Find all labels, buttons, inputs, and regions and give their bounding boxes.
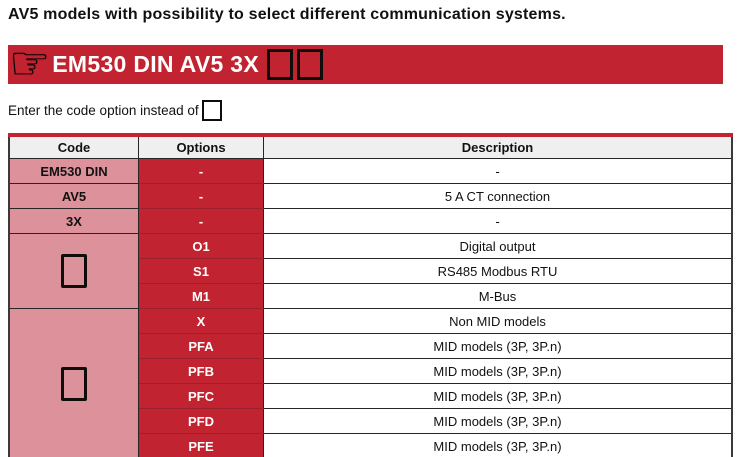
code-cell: [8, 233, 139, 309]
code-cell: AV5: [8, 183, 139, 209]
option-cell: -: [138, 158, 264, 184]
code-placeholder-box-icon: [61, 366, 87, 401]
header-options: Options: [138, 134, 264, 159]
table-row: X Non MID models: [8, 308, 733, 457]
code-option-box-icon: [201, 100, 222, 121]
description-cell: MID models (3P, 3P.n): [263, 408, 733, 434]
table-row: PFB MID models (3P, 3P.n): [9, 358, 733, 384]
instruction-line: Enter the code option instead of: [8, 100, 222, 121]
description-cell: MID models (3P, 3P.n): [263, 333, 733, 359]
code-cell: EM530 DIN: [8, 158, 139, 184]
description-cell: MID models (3P, 3P.n): [263, 383, 733, 409]
option-cell: M1: [138, 283, 264, 309]
option-cell: PFE: [138, 433, 264, 457]
code-table-body: EM530 DIN - - AV5-5 A CT connection 3X - - O1 Di…: [8, 158, 733, 457]
table-row: M1 M-Bus: [9, 283, 733, 309]
table-row: PFA MID models (3P, 3P.n): [9, 333, 733, 359]
instruction-text: Enter the code option instead of: [8, 103, 199, 118]
description-cell: Non MID models: [263, 308, 733, 334]
page-title: AV5 models with possibility to select di…: [8, 6, 566, 23]
option-cell: S1: [138, 258, 264, 284]
table-row: EM530 DIN - -: [8, 158, 733, 184]
description-cell: Digital output: [263, 233, 733, 259]
code-option-placeholder-box-1: [267, 49, 294, 80]
option-cell: PFA: [138, 333, 264, 359]
option-cell: -: [138, 208, 264, 234]
code-option-placeholder-box-2: [297, 49, 324, 80]
code-cell: 3X: [8, 208, 139, 234]
description-cell: -: [263, 208, 733, 234]
code-placeholder-box-icon: [61, 254, 87, 288]
pointing-hand-icon: ☞: [9, 36, 51, 89]
option-cell: X: [138, 308, 264, 334]
table-row: S1 RS485 Modbus RTU: [9, 258, 733, 284]
option-cell: PFD: [138, 408, 264, 434]
description-cell: M-Bus: [263, 283, 733, 309]
table-row: PFE MID models (3P, 3P.n): [9, 433, 733, 457]
code-options-table: Code Options Description EM530 DIN - - AV5-…: [8, 133, 733, 457]
header-code: Code: [8, 134, 139, 159]
table-row: 3X - -: [8, 208, 733, 234]
table-row: AV5-5 A CT connection: [8, 183, 733, 209]
table-row: PFC MID models (3P, 3P.n): [9, 383, 733, 409]
description-cell: RS485 Modbus RTU: [263, 258, 733, 284]
option-cell: PFC: [138, 383, 264, 409]
option-cell: -: [138, 183, 264, 209]
description-cell: MID models (3P, 3P.n): [263, 358, 733, 384]
option-cell: O1: [138, 233, 264, 259]
code-cell: [8, 308, 139, 457]
table-row: O1 Digital output: [8, 233, 733, 309]
product-code-banner: ☞ EM530 DIN AV5 3X: [8, 36, 723, 89]
banner-code-text: EM530 DIN AV5 3X: [52, 51, 260, 77]
table-header-row: Code Options Description: [8, 134, 733, 159]
description-cell: -: [263, 158, 733, 184]
option-cell: PFB: [138, 358, 264, 384]
header-description: Description: [263, 134, 733, 159]
description-cell: 5 A CT connection: [263, 183, 733, 209]
description-cell: MID models (3P, 3P.n): [263, 433, 733, 457]
